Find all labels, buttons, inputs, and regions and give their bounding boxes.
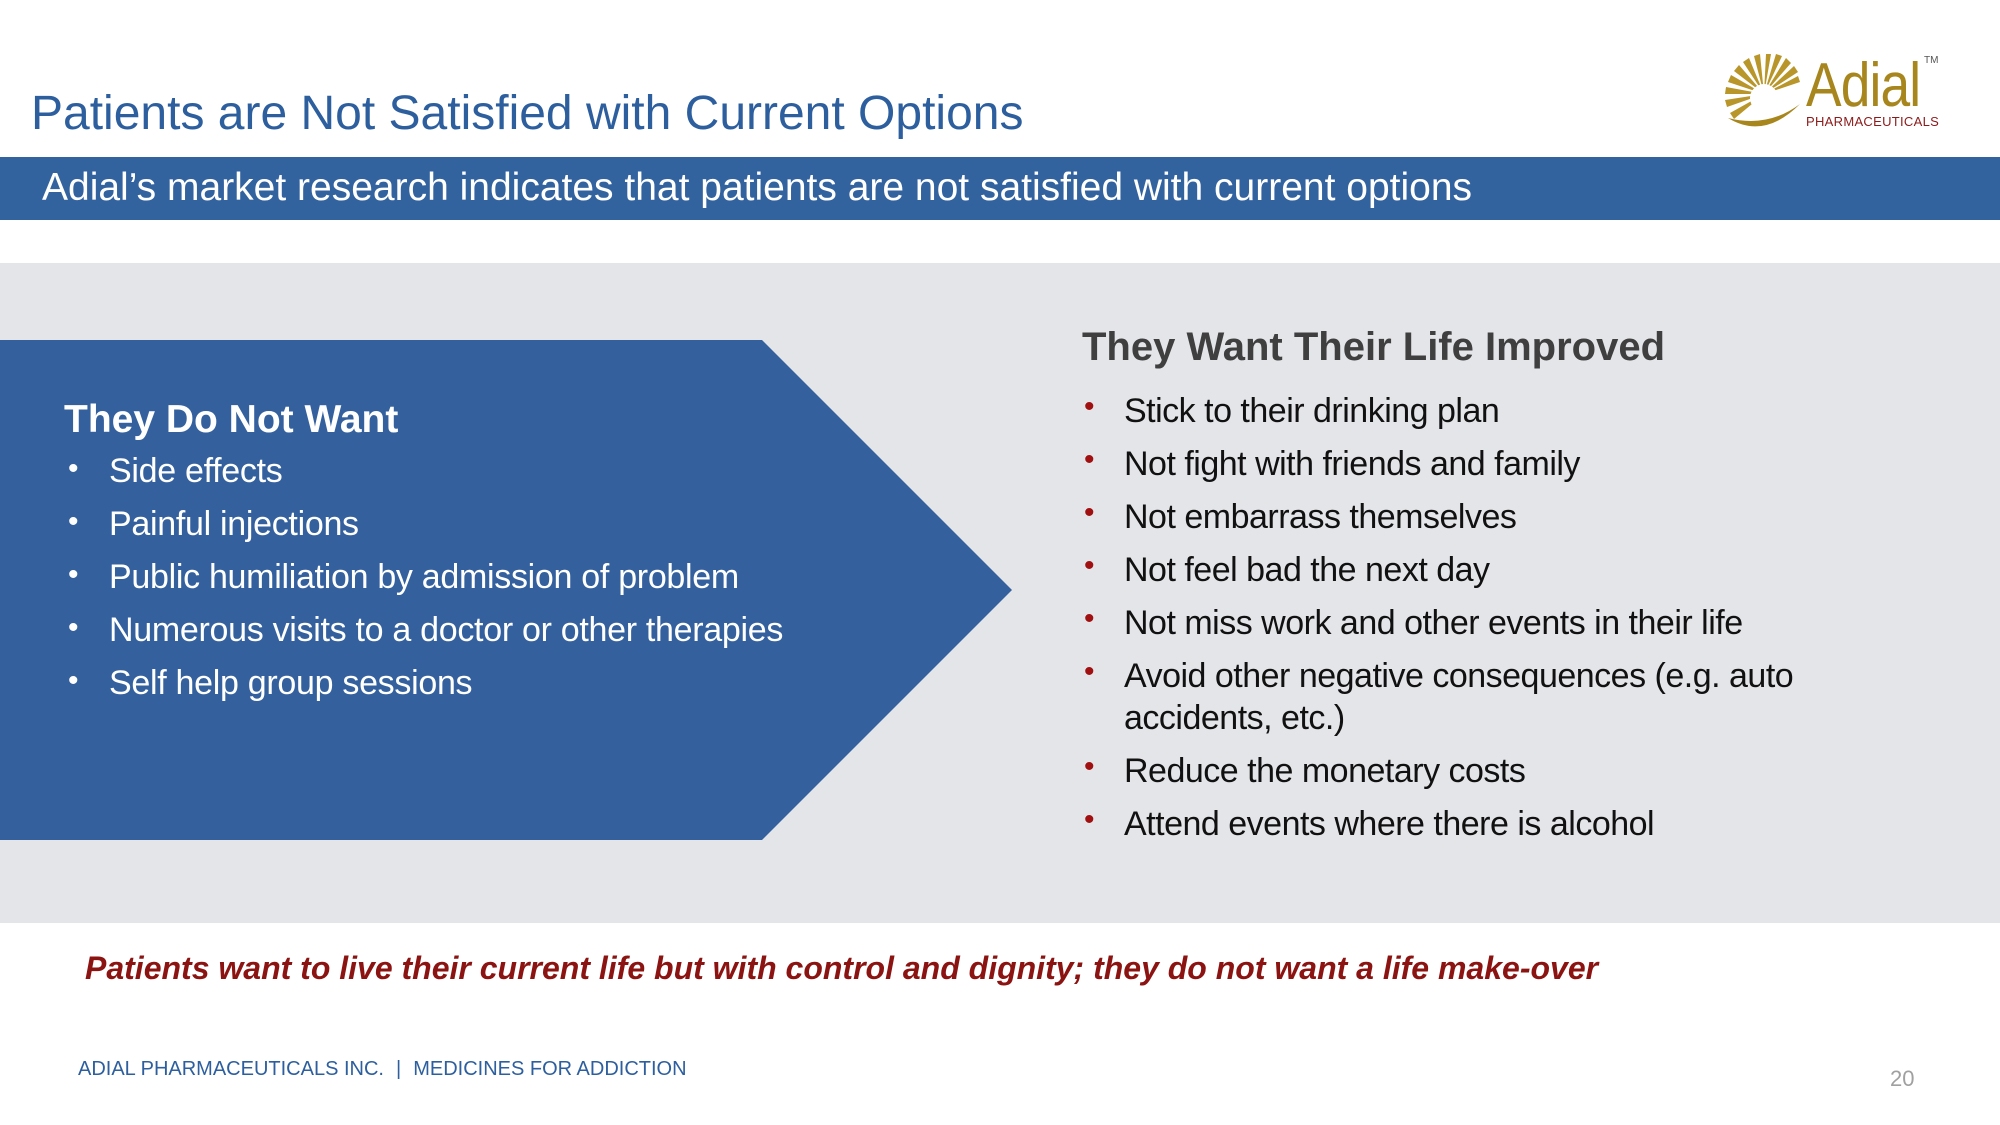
- bullet-icon: •: [68, 664, 79, 697]
- list-item: • Reduce the monetary costs: [1082, 750, 1842, 792]
- bullet-icon: •: [1084, 750, 1095, 783]
- bullet-icon: •: [1084, 443, 1095, 476]
- list-item: • Self help group sessions: [68, 664, 473, 702]
- list-item: • Stick to their drinking plan: [1082, 390, 1842, 432]
- list-item: • Not fight with friends and family: [1082, 443, 1842, 485]
- slide-title: Patients are Not Satisfied with Current …: [31, 87, 1024, 140]
- footer: ADIAL PHARMACEUTICALS INC. | MEDICINES FOR…: [78, 1058, 687, 1081]
- logo-trademark: TM: [1924, 55, 1939, 66]
- list-item: • Public humiliation by admission of prob…: [68, 558, 739, 596]
- bullet-icon: •: [68, 452, 79, 485]
- list-item: • Painful injections: [68, 505, 359, 543]
- bullet-icon: •: [1084, 803, 1095, 836]
- footer-company: ADIAL PHARMACEUTICALS INC.: [78, 1058, 384, 1080]
- footer-separator: |: [396, 1058, 402, 1080]
- bullet-icon: •: [68, 558, 79, 591]
- logo-wordmark: Adial: [1806, 51, 1921, 120]
- list-item: • Attend events where there is alcohol: [1082, 803, 1842, 845]
- bullet-icon: •: [1084, 655, 1095, 688]
- chevron-arrow-shape: [0, 340, 1012, 840]
- list-item: • Not feel bad the next day: [1082, 549, 1842, 591]
- slide-subtitle: Adial’s market research indicates that p…: [42, 166, 1473, 209]
- list-item: • Not miss work and other events in their…: [1082, 602, 1842, 644]
- subtitle-band: Adial’s market research indicates that p…: [0, 157, 2000, 220]
- footer-tagline: MEDICINES FOR ADDICTION: [413, 1058, 687, 1080]
- summary-tagline: Patients want to live their current life…: [85, 950, 1599, 986]
- list-item: • Not embarrass themselves: [1082, 496, 1842, 538]
- do-not-want-list: • Side effects • Painful injections • Publi…: [64, 452, 783, 717]
- bullet-icon: •: [1084, 549, 1095, 582]
- want-improved-list: • Stick to their drinking plan • Not fight…: [1082, 390, 1842, 856]
- left-heading: They Do Not Want: [64, 398, 399, 441]
- list-item: • Side effects: [68, 452, 283, 490]
- bullet-icon: •: [1084, 602, 1095, 635]
- logo-subtitle: PHARMACEUTICALS: [1806, 114, 1940, 129]
- right-heading: They Want Their Life Improved: [1082, 325, 1666, 369]
- bullet-icon: •: [1084, 496, 1095, 529]
- bullet-icon: •: [68, 611, 79, 644]
- bullet-icon: •: [1084, 390, 1095, 423]
- sunburst-logo-icon: [1725, 54, 1800, 127]
- list-item: • Avoid other negative consequences (e.g.…: [1082, 655, 1842, 739]
- list-item: • Numerous visits to a doctor or other th…: [68, 611, 784, 649]
- bullet-icon: •: [68, 505, 79, 538]
- page-number: 20: [1890, 1066, 1915, 1091]
- company-logo: Adial TM PHARMACEUTICALS: [1724, 51, 1952, 138]
